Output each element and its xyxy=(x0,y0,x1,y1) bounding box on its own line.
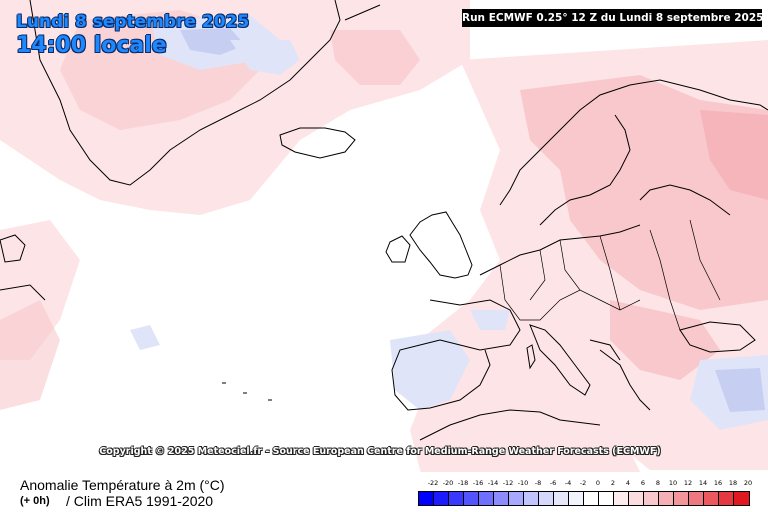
copyright-notice: Copyright © 2025 Meteociel.fr - Source E… xyxy=(99,446,661,457)
legend-swatch xyxy=(554,492,569,505)
anomaly-map: Lundi 8 septembre 2025 14:00 locale Run … xyxy=(0,0,768,472)
color-legend: -22 -20 -18 -16 -14 -12 -10 -8 -6 -4 -2 0 2 4 6 8 10 12 14… xyxy=(404,479,756,509)
legend-swatch xyxy=(539,492,554,505)
legend-swatch xyxy=(674,492,689,505)
legend-label: -10 xyxy=(517,479,529,487)
legend-swatch xyxy=(449,492,464,505)
anomaly-shading xyxy=(0,0,768,472)
legend-swatch xyxy=(524,492,539,505)
legend-swatch xyxy=(689,492,704,505)
legend-swatch xyxy=(584,492,599,505)
legend-swatch xyxy=(419,492,434,505)
variable-title: Anomalie Température à 2m (°C) xyxy=(20,477,225,493)
legend-swatch xyxy=(569,492,584,505)
legend-bar xyxy=(418,491,750,506)
legend-label: 12 xyxy=(683,479,693,487)
map-footer: Anomalie Température à 2m (°C) (+ 0h) / … xyxy=(0,472,768,512)
legend-label: 0 xyxy=(595,479,601,487)
legend-label: -4 xyxy=(564,479,572,487)
legend-swatch xyxy=(719,492,734,505)
legend-swatch xyxy=(434,492,449,505)
legend-label: -2 xyxy=(579,479,587,487)
forecast-date: Lundi 8 septembre 2025 xyxy=(16,12,250,32)
legend-swatch xyxy=(509,492,524,505)
coastlines xyxy=(0,0,768,441)
legend-label: 8 xyxy=(655,479,661,487)
legend-swatch xyxy=(629,492,644,505)
map-canvas xyxy=(0,0,768,472)
legend-label: -14 xyxy=(487,479,499,487)
legend-swatch xyxy=(464,492,479,505)
legend-label: -6 xyxy=(549,479,557,487)
legend-label: 10 xyxy=(668,479,678,487)
legend-swatch xyxy=(479,492,494,505)
legend-swatch xyxy=(659,492,674,505)
legend-label: 20 xyxy=(743,479,753,487)
legend-label: 18 xyxy=(728,479,738,487)
legend-swatch xyxy=(734,492,749,505)
legend-label: -16 xyxy=(472,479,484,487)
legend-labels: -22 -20 -18 -16 -14 -12 -10 -8 -6 -4 -2 0 2 4 6 8 10 12 14… xyxy=(418,479,754,489)
legend-label: 4 xyxy=(625,479,631,487)
climatology-reference: / Clim ERA5 1991-2020 xyxy=(66,493,214,509)
legend-label: -22 xyxy=(427,479,439,487)
legend-swatch xyxy=(614,492,629,505)
legend-swatch xyxy=(599,492,614,505)
legend-swatch xyxy=(494,492,509,505)
legend-label: 14 xyxy=(698,479,708,487)
legend-swatch xyxy=(644,492,659,505)
legend-label: -20 xyxy=(442,479,454,487)
forecast-offset: (+ 0h) xyxy=(20,495,50,507)
legend-label: 2 xyxy=(610,479,616,487)
legend-swatch xyxy=(704,492,719,505)
legend-label: -18 xyxy=(457,479,469,487)
legend-label: 16 xyxy=(713,479,723,487)
run-info: Run ECMWF 0.25° 12 Z du Lundi 8 septembr… xyxy=(462,9,763,27)
legend-label: -12 xyxy=(502,479,514,487)
legend-label: 6 xyxy=(640,479,646,487)
legend-label: -8 xyxy=(534,479,542,487)
forecast-time: 14:00 locale xyxy=(16,33,167,58)
